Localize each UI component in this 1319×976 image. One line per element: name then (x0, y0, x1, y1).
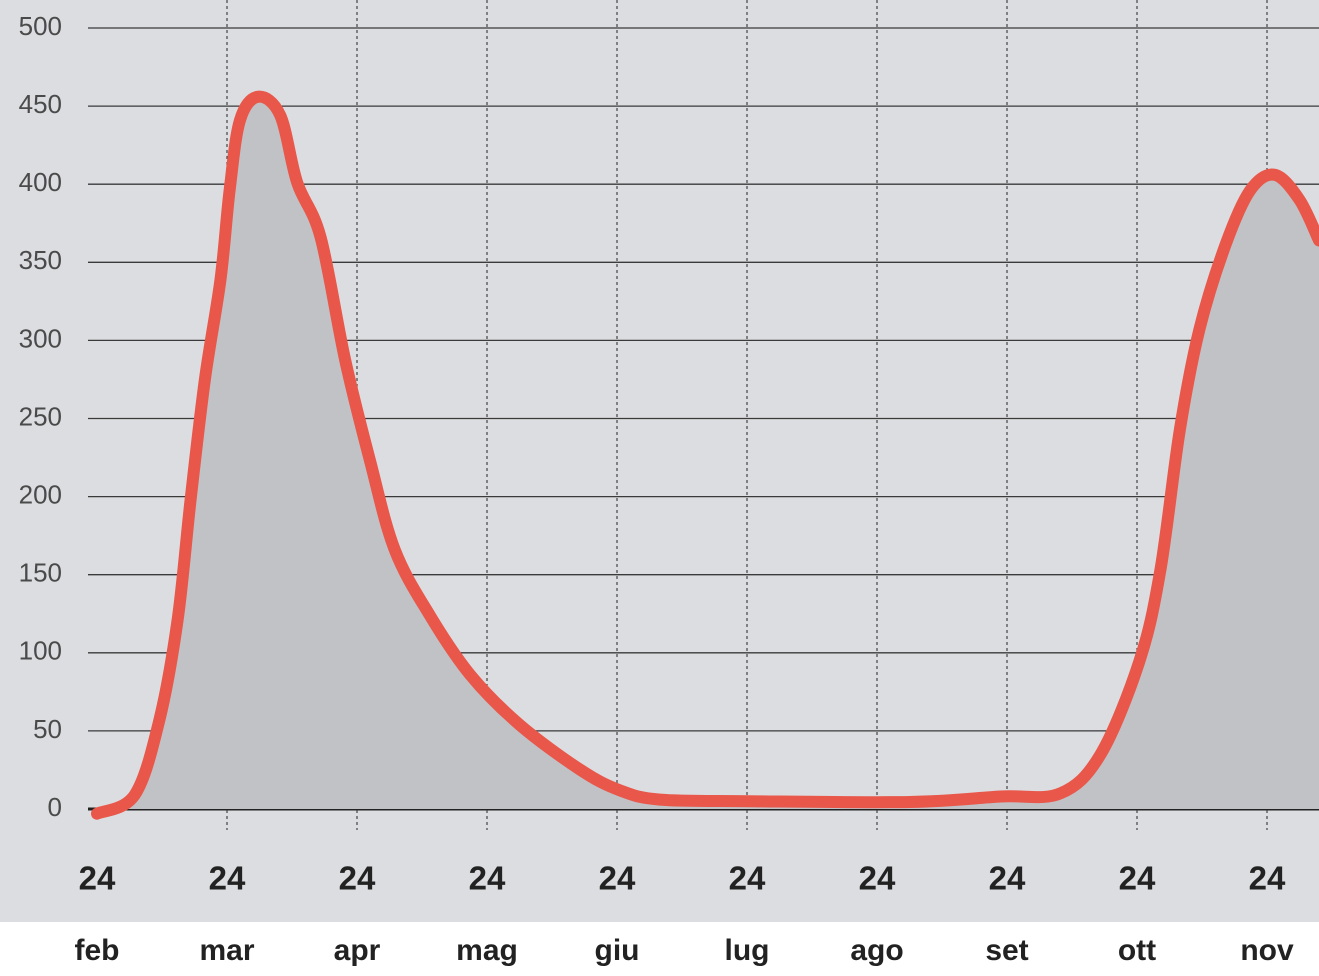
y-tick-label: 400 (19, 167, 62, 197)
x-tick-month: ott (1118, 934, 1156, 967)
x-tick-month: nov (1240, 934, 1294, 967)
y-tick-label: 300 (19, 323, 62, 353)
x-tick-month: lug (725, 934, 770, 967)
x-tick-label: 24 (859, 860, 896, 897)
y-tick-label: 250 (19, 401, 62, 431)
y-tick-label: 500 (19, 11, 62, 41)
x-tick-month: set (985, 934, 1028, 967)
area (97, 96, 1319, 814)
x-tick-label: 24 (1119, 860, 1156, 897)
marks (91, 90, 1319, 820)
y-tick-label: 200 (19, 479, 62, 509)
x-tick-label: 24 (1249, 860, 1286, 897)
x-tick-label: 24 (599, 860, 636, 897)
x-tick-month: apr (334, 934, 381, 967)
x-tick-label: 24 (989, 860, 1026, 897)
y-tick-label: 50 (33, 714, 62, 744)
x-tick-label: 24 (79, 860, 116, 897)
x-tick-month: feb (75, 934, 120, 967)
y-tick-label: 150 (19, 558, 62, 588)
x-tick-label: 24 (469, 860, 506, 897)
y-tick-label: 450 (19, 89, 62, 119)
x-tick-month: mag (456, 934, 518, 967)
x-tick-month: giu (595, 934, 640, 967)
line (91, 90, 1319, 820)
y-tick-label: 350 (19, 245, 62, 275)
x-tick-label: 24 (729, 860, 766, 897)
x-tick-month: ago (850, 934, 903, 967)
y-tick-label: 100 (19, 636, 62, 666)
x-tick-label: 24 (209, 860, 246, 897)
labels: 0 50 100 150 200 250 300 350 400 450 500 24 feb 24 mar… (19, 11, 1294, 967)
x-tick-month: mar (199, 934, 254, 967)
x-tick-label: 24 (339, 860, 376, 897)
y-tick-label: 0 (48, 792, 62, 822)
